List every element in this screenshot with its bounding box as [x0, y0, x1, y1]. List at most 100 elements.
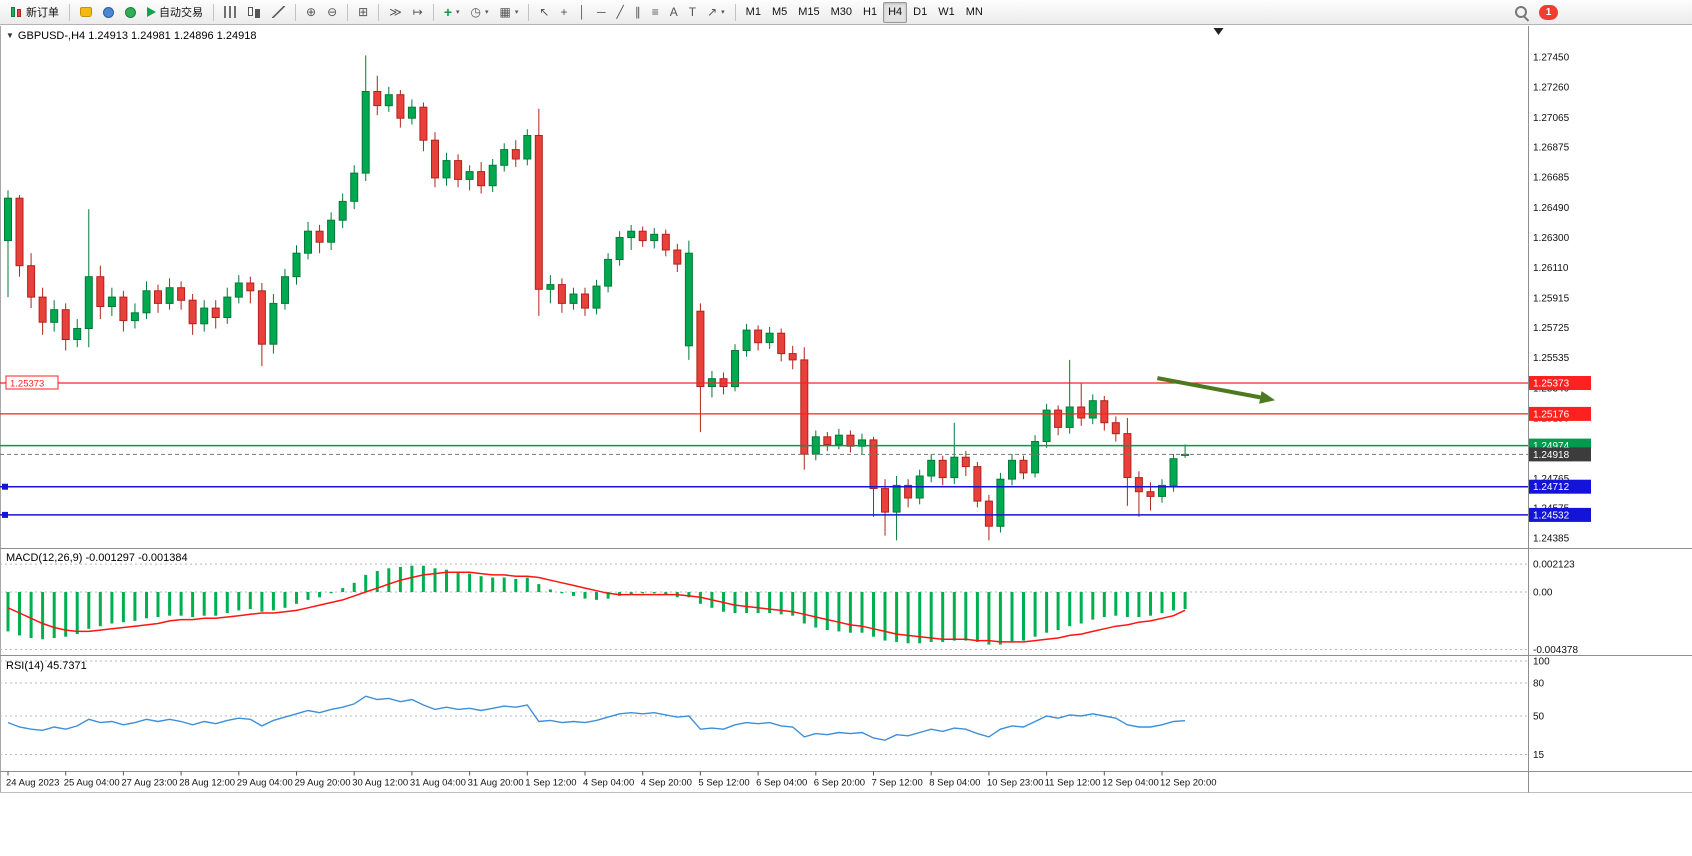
market-icon-button[interactable]	[120, 2, 141, 23]
new-order-label: 新订单	[26, 7, 59, 19]
channel-button[interactable]: ∥	[630, 2, 646, 23]
svg-text:1.24385: 1.24385	[1533, 534, 1570, 545]
svg-text:29 Aug 20:00: 29 Aug 20:00	[295, 778, 351, 789]
candle-mini-icon	[9, 5, 23, 19]
svg-text:0.00: 0.00	[1533, 588, 1553, 599]
line-chart-button[interactable]	[267, 2, 290, 23]
timeframe-m1-button[interactable]: M1	[741, 2, 766, 23]
svg-text:1.26875: 1.26875	[1533, 143, 1570, 154]
toolbar-separator	[734, 3, 736, 21]
auto-scroll-icon: ≫	[389, 5, 402, 19]
community-icon-button[interactable]	[98, 2, 119, 23]
autotrading-button[interactable]: 自动交易	[142, 2, 208, 23]
svg-text:80: 80	[1533, 679, 1545, 690]
timeframe-mn-button[interactable]: MN	[961, 2, 988, 23]
svg-text:29 Aug 04:00: 29 Aug 04:00	[237, 778, 293, 789]
timeframe-d1-button[interactable]: D1	[908, 2, 932, 23]
svg-text:0.002123: 0.002123	[1533, 560, 1575, 571]
timeframe-w1-button[interactable]: W1	[933, 2, 960, 23]
svg-text:1.24712: 1.24712	[1533, 482, 1570, 493]
macd-layer	[6, 565, 1187, 645]
dropdown-caret-icon: ▾	[721, 9, 725, 16]
svg-text:6 Sep 04:00: 6 Sep 04:00	[756, 778, 807, 789]
autotrading-label: 自动交易	[159, 7, 203, 19]
tile-windows-button[interactable]: ⊞	[353, 2, 373, 23]
bar-chart-button[interactable]	[219, 2, 241, 23]
svg-text:12 Sep 20:00: 12 Sep 20:00	[1160, 778, 1217, 789]
text-button[interactable]: A	[665, 2, 683, 23]
label-button[interactable]: T	[684, 2, 701, 23]
periods-icon: ◷	[470, 5, 481, 19]
svg-text:10 Sep 23:00: 10 Sep 23:00	[987, 778, 1044, 789]
new-order-button[interactable]: 新订单	[4, 2, 64, 23]
chart-canvas[interactable]: 1.25373 1.27450 1.27260 1.27065 1.26875 1.266…	[0, 26, 1692, 856]
trendline-button[interactable]: ╱	[611, 2, 628, 23]
toolbar-buttons: 新订单 自动交易 ⊕ ⊖ ⊞ ≫ ↦ + ▾ ◷ ▾ ▦ ▾ ↖ + │ ─ ╱ ∥ ≡ A T ↗ ▾ M1 M5 M15 M30 H…	[4, 1, 988, 23]
crosshair-icon: +	[560, 5, 568, 19]
cursor-icon: ↖	[539, 5, 550, 19]
timeframe-m5-button[interactable]: M5	[767, 2, 792, 23]
svg-text:1.27450: 1.27450	[1533, 53, 1570, 64]
linechart-icon	[272, 6, 285, 18]
vertical-line-button[interactable]: │	[573, 2, 591, 23]
toolbar-separator	[432, 3, 434, 21]
timeframe-h4-label: H4	[888, 6, 903, 18]
timeframe-h4-button[interactable]: H4	[883, 1, 908, 23]
zoom-out-button[interactable]: ⊖	[322, 2, 342, 23]
toolbar-separator	[347, 3, 349, 21]
svg-text:1.27260: 1.27260	[1533, 82, 1570, 93]
svg-text:4 Sep 20:00: 4 Sep 20:00	[641, 778, 692, 789]
timeframe-m15-label: M15	[798, 6, 820, 18]
search-icon[interactable]	[1514, 5, 1529, 20]
trend-arrow-annotation[interactable]	[1157, 376, 1261, 400]
indicator-grid-lines	[0, 563, 1528, 755]
timeframe-m15-button[interactable]: M15	[793, 2, 824, 23]
horizontal-line-icon: ─	[596, 5, 606, 19]
timeframe-h1-button[interactable]: H1	[858, 2, 882, 23]
annotations-layer[interactable]	[1157, 28, 1276, 404]
auto-scroll-button[interactable]: ≫	[384, 2, 407, 23]
toolbar-separator	[378, 3, 380, 21]
notification-badge[interactable]: 1	[1539, 4, 1558, 20]
bar-position-marker	[1213, 28, 1224, 35]
timeframe-w1-label: W1	[938, 6, 955, 18]
svg-text:1.26110: 1.26110	[1533, 263, 1569, 274]
svg-text:8 Sep 04:00: 8 Sep 04:00	[929, 778, 980, 789]
chart-shift-button[interactable]: ↦	[408, 2, 428, 23]
toolbar-separator	[69, 3, 70, 21]
trendline-icon: ╱	[616, 5, 624, 19]
text-icon: A	[669, 5, 678, 19]
arrows-icon: ↗	[707, 5, 718, 19]
arrows-button[interactable]: ↗ ▾	[702, 2, 730, 23]
templates-button[interactable]: ▦ ▾	[495, 2, 524, 23]
play-icon	[147, 7, 156, 17]
timeframe-m30-button[interactable]: M30	[826, 2, 857, 23]
cursor-button[interactable]: ↖	[534, 2, 554, 23]
bars-icon	[224, 6, 236, 18]
zoom-in-button[interactable]: ⊕	[301, 2, 321, 23]
timeframe-d1-label: D1	[913, 6, 928, 18]
svg-text:4 Sep 04:00: 4 Sep 04:00	[583, 778, 634, 789]
svg-text:1.26490: 1.26490	[1533, 203, 1570, 214]
time-axis[interactable]: 24 Aug 2023 25 Aug 04:00 27 Aug 23:00 28 Au…	[6, 771, 1217, 789]
crosshair-button[interactable]: +	[555, 2, 572, 23]
mql5-icon-button[interactable]	[75, 2, 97, 23]
chart-shift-icon: ↦	[412, 5, 423, 19]
candles-layer[interactable]	[4, 55, 1190, 541]
horizontal-line-button[interactable]: ─	[592, 2, 611, 23]
svg-text:15: 15	[1533, 750, 1545, 761]
candle-chart-button[interactable]	[242, 2, 266, 23]
svg-text:1.25535: 1.25535	[1533, 353, 1570, 364]
periods-button[interactable]: ◷ ▾	[466, 2, 494, 23]
svg-text:28 Aug 12:00: 28 Aug 12:00	[179, 778, 235, 789]
horizontal-lines-layer[interactable]: 1.25373	[0, 375, 1528, 518]
svg-text:7 Sep 12:00: 7 Sep 12:00	[872, 778, 923, 789]
price-scale[interactable]: 1.27450 1.27260 1.27065 1.26875 1.26685 1.264…	[1529, 53, 1591, 762]
dropdown-caret-icon: ▾	[485, 9, 489, 16]
svg-text:25 Aug 04:00: 25 Aug 04:00	[64, 778, 120, 789]
svg-text:1 Sep 12:00: 1 Sep 12:00	[525, 778, 576, 789]
indicators-button[interactable]: + ▾	[439, 2, 465, 23]
svg-text:31 Aug 04:00: 31 Aug 04:00	[410, 778, 466, 789]
fibonacci-button[interactable]: ≡	[647, 2, 664, 23]
timeframe-m5-label: M5	[771, 6, 788, 18]
